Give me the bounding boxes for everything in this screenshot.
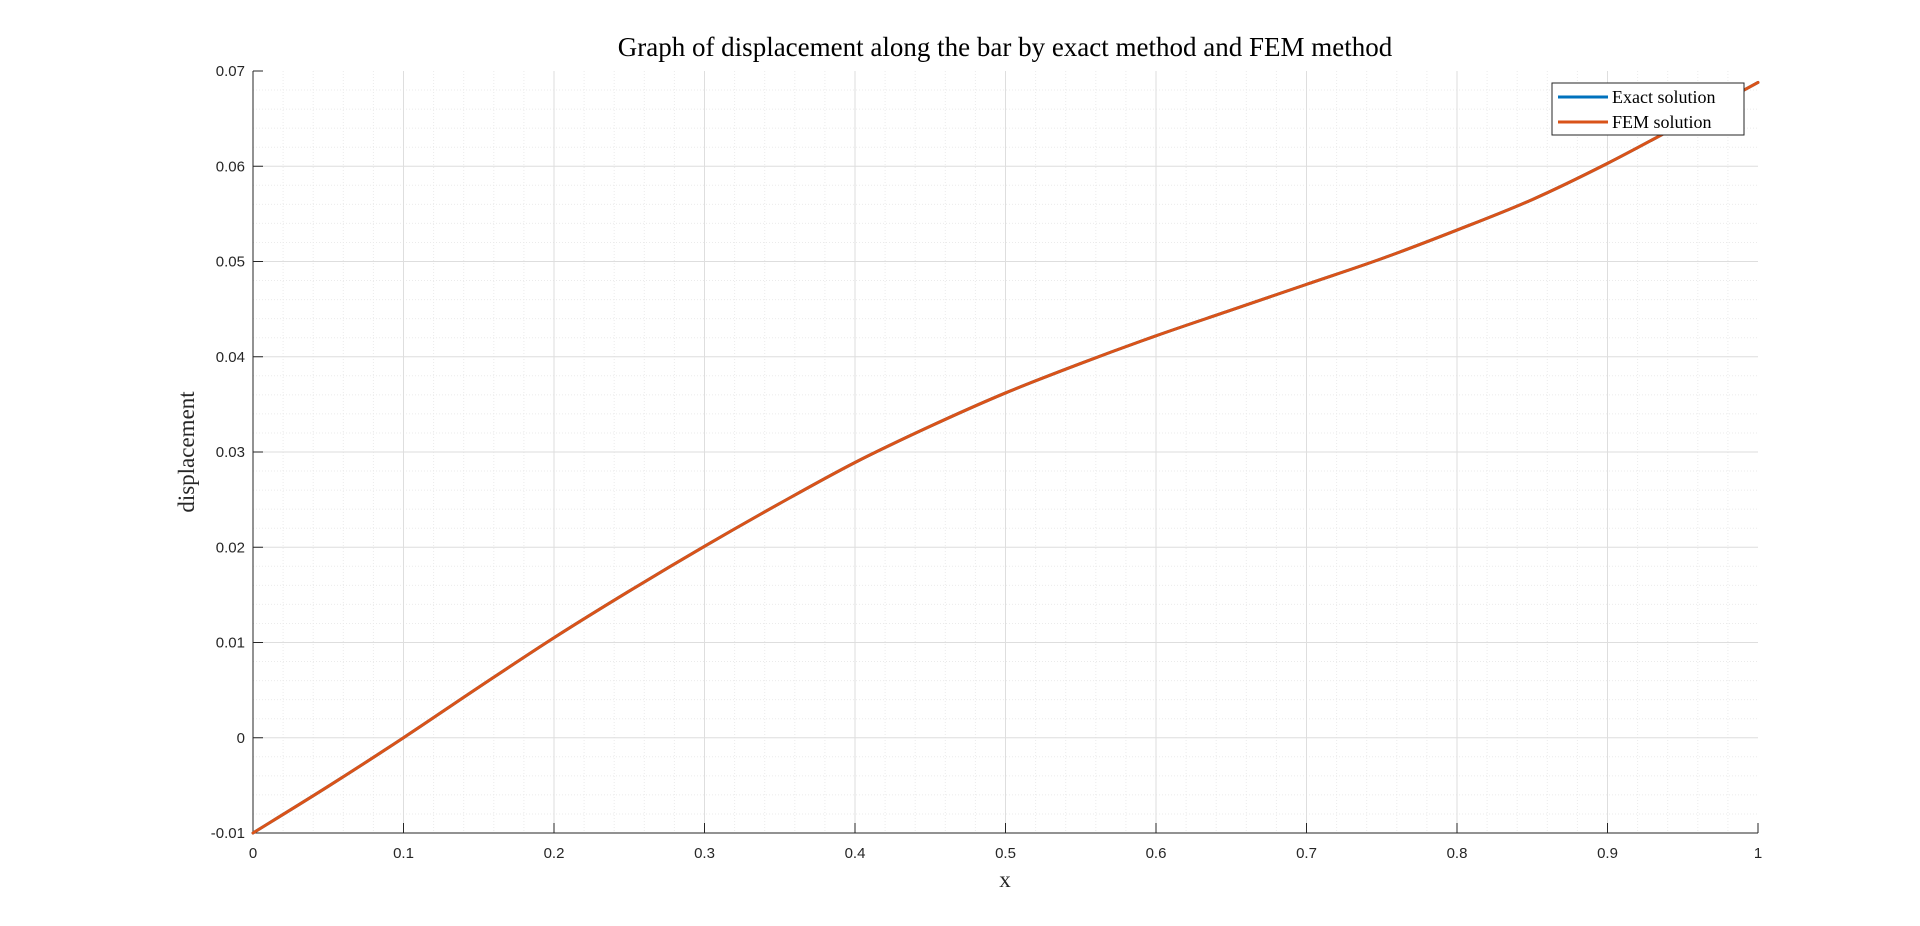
legend-label-exact: Exact solution — [1612, 87, 1715, 107]
x-tick-label: 0.4 — [845, 845, 866, 862]
y-tick-label: 0.04 — [216, 349, 245, 366]
x-tick-label: 0.1 — [393, 845, 414, 862]
x-tick-label: 0.6 — [1146, 845, 1167, 862]
y-tick-label: 0 — [237, 730, 245, 747]
y-tick-label: 0.05 — [216, 254, 245, 271]
x-tick-label: 0.7 — [1296, 845, 1317, 862]
y-tick-label: -0.01 — [211, 825, 245, 842]
x-tick-label: 1 — [1754, 845, 1762, 862]
x-tick-label: 0.8 — [1447, 845, 1468, 862]
y-tick-label: 0.02 — [216, 539, 245, 556]
y-tick-label: 0.06 — [216, 158, 245, 175]
x-tick-label: 0.5 — [995, 845, 1016, 862]
x-tick-label: 0.9 — [1597, 845, 1618, 862]
y-tick-label: 0.03 — [216, 444, 245, 461]
major-grid — [253, 71, 1758, 833]
x-tick-label: 0.2 — [544, 845, 565, 862]
legend: Exact solution FEM solution — [1551, 82, 1745, 136]
legend-box — [1551, 82, 1745, 136]
x-tick-label: 0.3 — [694, 845, 715, 862]
series-line-1 — [251, 80, 1760, 835]
y-axis-label: displacement — [174, 391, 199, 513]
y-tick-label: 0.01 — [216, 635, 245, 652]
chart-title: Graph of displacement along the bar by e… — [618, 32, 1393, 62]
x-tick-label: 0 — [249, 845, 257, 862]
x-ticks: 0 0.1 0.2 0.3 0.4 0.5 0.6 0.7 0.8 0.9 1 — [249, 823, 1762, 862]
y-tick-label: 0.07 — [216, 63, 245, 80]
x-axis-label: x — [999, 867, 1011, 892]
series-lines — [251, 80, 1760, 835]
legend-label-fem: FEM solution — [1612, 112, 1712, 132]
y-ticks: -0.01 0 0.01 0.02 0.03 0.04 0.05 0.06 0.07 — [211, 63, 263, 842]
